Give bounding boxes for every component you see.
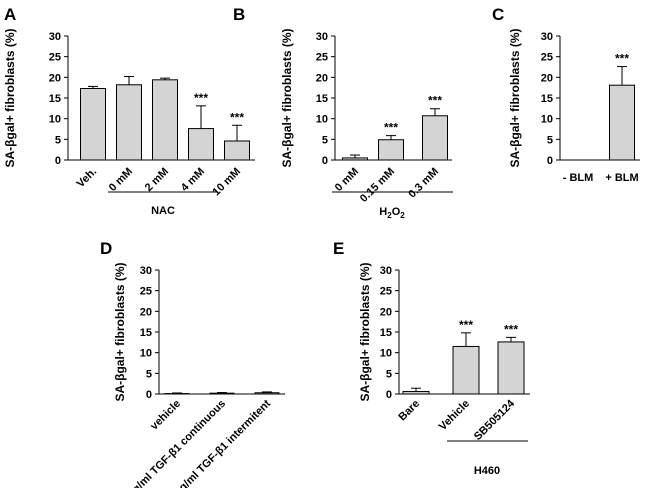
panel-a-category-label: Veh.: [75, 166, 99, 190]
panel-a-y-tick-label: 0: [55, 155, 61, 167]
panel-a-y-tick-label: 10: [49, 114, 61, 126]
panel-a-significance: ***: [230, 110, 244, 124]
panel-a-group-label: NAC: [151, 205, 175, 217]
panel-d-y-tick-label: 30: [140, 265, 152, 277]
panel-a-bar: [152, 79, 178, 161]
panel-e-y-tick-label: 10: [380, 348, 392, 360]
formula-part: H: [379, 206, 387, 218]
panel-d-y-tick-label: 10: [140, 348, 152, 360]
panel-c-y-axis-label: SA-βgal+ fibroblasts (%): [508, 28, 522, 167]
panel-b-category-label: 0 mM: [333, 166, 361, 194]
panel-a-bar: [116, 84, 142, 161]
panel-c-y-tick-label: 25: [541, 52, 553, 64]
panel-e: E SA-βgal+ fibroblasts (%) 0 5 10 15 20 25 30 Bar…: [333, 239, 530, 477]
subscript: 2: [387, 211, 392, 220]
panel-c-y-tick-label: 0: [547, 155, 553, 167]
panel-e-significance: ***: [504, 322, 518, 336]
panel-e-y-tick-label: 30: [380, 265, 392, 277]
panel-b-y-tick-label: 30: [316, 31, 328, 43]
panel-a-category-label: 0 mM: [107, 166, 135, 194]
panel-b-group-label: H2O2: [379, 206, 405, 220]
panel-b-category-label: 0.15 mM: [358, 166, 397, 205]
panel-d-y-tick-label: 25: [140, 286, 152, 298]
panel-e-bar: [452, 345, 480, 395]
panel-a-bar: [80, 87, 106, 161]
subscript: 2: [400, 211, 405, 220]
panel-e-letter: E: [333, 239, 344, 258]
panel-d-letter: D: [100, 239, 112, 258]
panel-e-category-label: Vehicle: [437, 398, 472, 433]
panel-e-group-label: H460: [474, 465, 500, 477]
panel-e-y-axis-label: SA-βgal+ fibroblasts (%): [358, 262, 372, 401]
panel-a-significance: ***: [194, 91, 208, 105]
panel-c-y-tick-label: 10: [541, 114, 553, 126]
panel-c: C SA-βgal+ fibroblasts (%) 0 5 10 15 20 25 30 - B…: [492, 5, 640, 184]
panel-a-y-tick-label: 20: [49, 72, 61, 84]
panel-e-significance: ***: [459, 318, 473, 332]
panel-b-bar: [378, 139, 404, 161]
panel-a-y-tick-label: 5: [55, 134, 61, 146]
panel-a-category-label: 10 mM: [210, 166, 243, 199]
panel-e-category-label: SB505124: [472, 397, 518, 443]
panel-a-y-tick-label: 15: [49, 93, 61, 105]
panel-a-y-tick-label: 25: [49, 52, 61, 64]
panel-e-y-tick-label: 5: [386, 368, 392, 380]
panel-b-y-tick-label: 5: [322, 134, 328, 146]
formula-part: O: [392, 206, 401, 218]
panel-e-bar: [402, 391, 430, 395]
panel-a-y-tick-label: 30: [49, 31, 61, 43]
panel-b-bar: [342, 157, 368, 161]
panel-e-y-tick-label: 20: [380, 306, 392, 318]
panel-d-y-tick-label: 0: [146, 389, 152, 401]
panel-b-y-tick-label: 0: [322, 155, 328, 167]
panel-d-y-axis-label: SA-βgal+ fibroblasts (%): [113, 262, 127, 401]
panel-d-bar: [209, 392, 235, 395]
panel-a-bar: [224, 140, 250, 161]
panel-c-category-label: - BLM: [563, 172, 594, 184]
panel-e-category-label: Bare: [396, 398, 422, 424]
panel-e-bar: [497, 341, 525, 395]
panel-d: DSA-βgal+ fibroblasts (%) 0 5 10 15 20 25 30 veh…: [100, 239, 285, 488]
panel-b-y-tick-label: 25: [316, 52, 328, 64]
panel-b-significance: ***: [428, 94, 442, 108]
panel-b-significance: ***: [384, 121, 398, 135]
panel-c-letter: C: [492, 5, 504, 24]
panel-a-category-label: 2 mM: [143, 166, 171, 194]
panel-d-y-tick-label: 15: [140, 327, 152, 339]
panel-d-y-tick-label: 20: [140, 306, 152, 318]
panel-c-category-label: + BLM: [605, 172, 638, 184]
panel-d-bar: [254, 392, 280, 395]
panel-e-y-tick-label: 0: [386, 389, 392, 401]
panel-b-letter: B: [233, 5, 245, 24]
panel-c-bar: [609, 84, 635, 161]
panel-c-y-tick-label: 30: [541, 31, 553, 43]
panel-c-y-tick-label: 15: [541, 93, 553, 105]
panel-d-category-label: vehicle: [148, 398, 183, 433]
panel-e-y-tick-label: 25: [380, 286, 392, 298]
panel-d-y-tick-label: 5: [146, 368, 152, 380]
panel-a: A SA-βgal+ fibroblasts (%) 0 5 10 15 20 25 30 Veh…: [3, 5, 255, 217]
panel-c-y-tick-label: 5: [547, 134, 553, 146]
panel-a-letter: A: [4, 5, 16, 24]
panel-b-y-tick-label: 15: [316, 93, 328, 105]
panel-b-y-axis-label: SA-βgal+ fibroblasts (%): [280, 28, 294, 167]
panel-a-category-label: 4 mM: [179, 166, 207, 194]
panel-b: B SA-βgal+ fibroblasts (%) 0 5 10 15 20 25 30 0 m…: [233, 5, 453, 220]
panel-e-y-tick-label: 15: [380, 327, 392, 339]
panel-b-y-tick-label: 10: [316, 114, 328, 126]
panel-c-y-tick-label: 20: [541, 72, 553, 84]
panel-c-significance: ***: [615, 52, 629, 66]
panel-b-bar: [422, 115, 448, 161]
panel-a-y-axis-label: SA-βgal+ fibroblasts (%): [3, 28, 17, 167]
panel-a-bar: [188, 128, 214, 161]
panel-b-y-tick-label: 20: [316, 72, 328, 84]
panel-b-category-label: 0.3 mM: [406, 166, 441, 201]
